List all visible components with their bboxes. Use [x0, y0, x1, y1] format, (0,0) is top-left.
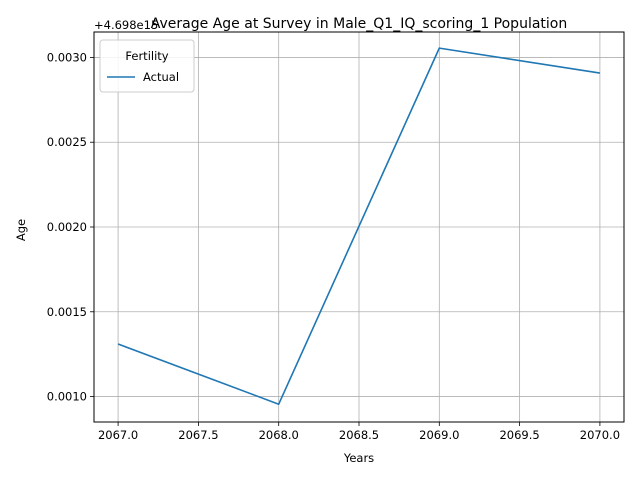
- series-line-actual: [117, 47, 601, 406]
- x-tick-label: 2069.0: [419, 428, 459, 442]
- x-tick-label: 2067.5: [178, 428, 218, 442]
- plot-area: [117, 47, 601, 406]
- y-tick-label: 0.0015: [47, 305, 87, 319]
- legend-title: Fertility: [125, 49, 168, 63]
- x-tick-label: 2069.5: [499, 428, 539, 442]
- y-tick-label: 0.0010: [47, 390, 87, 404]
- x-tick-label: 2068.5: [339, 428, 379, 442]
- y-axis-offset-label: +4.698e15: [94, 18, 158, 32]
- x-tick-label: 2068.0: [259, 428, 299, 442]
- legend: Fertility Actual: [99, 39, 195, 93]
- x-axis: 2067.0 2067.5 2068.0 2068.5 2069.0 2069.5 2070…: [98, 422, 620, 442]
- chart-title: Average Age at Survey in Male_Q1_IQ_scor…: [151, 16, 567, 32]
- y-axis-label: Age: [14, 219, 28, 241]
- legend-label-actual: Actual: [143, 70, 179, 84]
- y-tick-label: 0.0025: [47, 135, 87, 149]
- y-axis: 0.0010 0.0015 0.0020 0.0025 0.0030: [47, 50, 94, 404]
- y-tick-label: 0.0030: [47, 50, 87, 64]
- x-axis-label: Years: [343, 451, 374, 465]
- legend-box: [99, 39, 195, 93]
- y-tick-label: 0.0020: [47, 220, 87, 234]
- x-tick-label: 2070.0: [580, 428, 620, 442]
- x-tick-label: 2067.0: [98, 428, 138, 442]
